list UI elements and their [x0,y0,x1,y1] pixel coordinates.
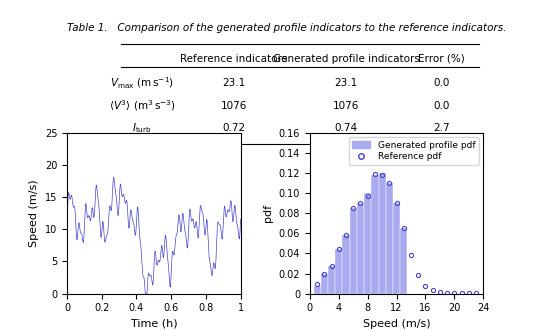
Text: $V_{\mathrm{max}}\ (\mathrm{m\,s^{-1}})$: $V_{\mathrm{max}}\ (\mathrm{m\,s^{-1}})$ [110,75,174,91]
Bar [314,286,321,294]
Text: 0.74: 0.74 [335,123,358,133]
Legend: Generated profile pdf, Reference pdf: Generated profile pdf, Reference pdf [349,137,479,165]
Bar [371,175,379,294]
Text: Error (%): Error (%) [418,54,465,64]
Y-axis label: Speed (m/s): Speed (m/s) [30,179,39,247]
Text: 23.1: 23.1 [335,78,358,88]
Bar [343,235,350,294]
Text: Table 1.   Comparison of the generated proﬁle indicators to the reference indica: Table 1. Comparison of the generated pro… [67,23,506,33]
Text: 1076: 1076 [333,101,359,111]
Text: $I_{\mathrm{turb}}$: $I_{\mathrm{turb}}$ [132,121,152,135]
Text: 0.0: 0.0 [433,101,450,111]
Text: 23.1: 23.1 [222,78,245,88]
Bar [335,249,343,294]
Bar [379,173,386,294]
Text: Reference indicators: Reference indicators [180,54,287,64]
Bar [386,183,393,294]
X-axis label: Time (h): Time (h) [130,319,177,329]
Text: 0.72: 0.72 [222,123,245,133]
Bar [350,208,357,294]
Bar [364,193,371,294]
Y-axis label: pdf: pdf [263,204,273,222]
Bar [321,274,328,294]
Text: Generated profile indicators: Generated profile indicators [272,54,419,64]
Bar [357,203,364,294]
Bar [400,228,408,294]
Text: 1076: 1076 [220,101,247,111]
Bar [328,266,335,294]
Text: 0.0: 0.0 [433,78,450,88]
Bar [393,203,400,294]
X-axis label: Speed (m/s): Speed (m/s) [363,319,431,329]
Text: 2.7: 2.7 [433,123,450,133]
Text: $\langle V^3 \rangle\ (\mathrm{m^3\,s^{-3}})$: $\langle V^3 \rangle\ (\mathrm{m^3\,s^{-… [108,98,176,113]
